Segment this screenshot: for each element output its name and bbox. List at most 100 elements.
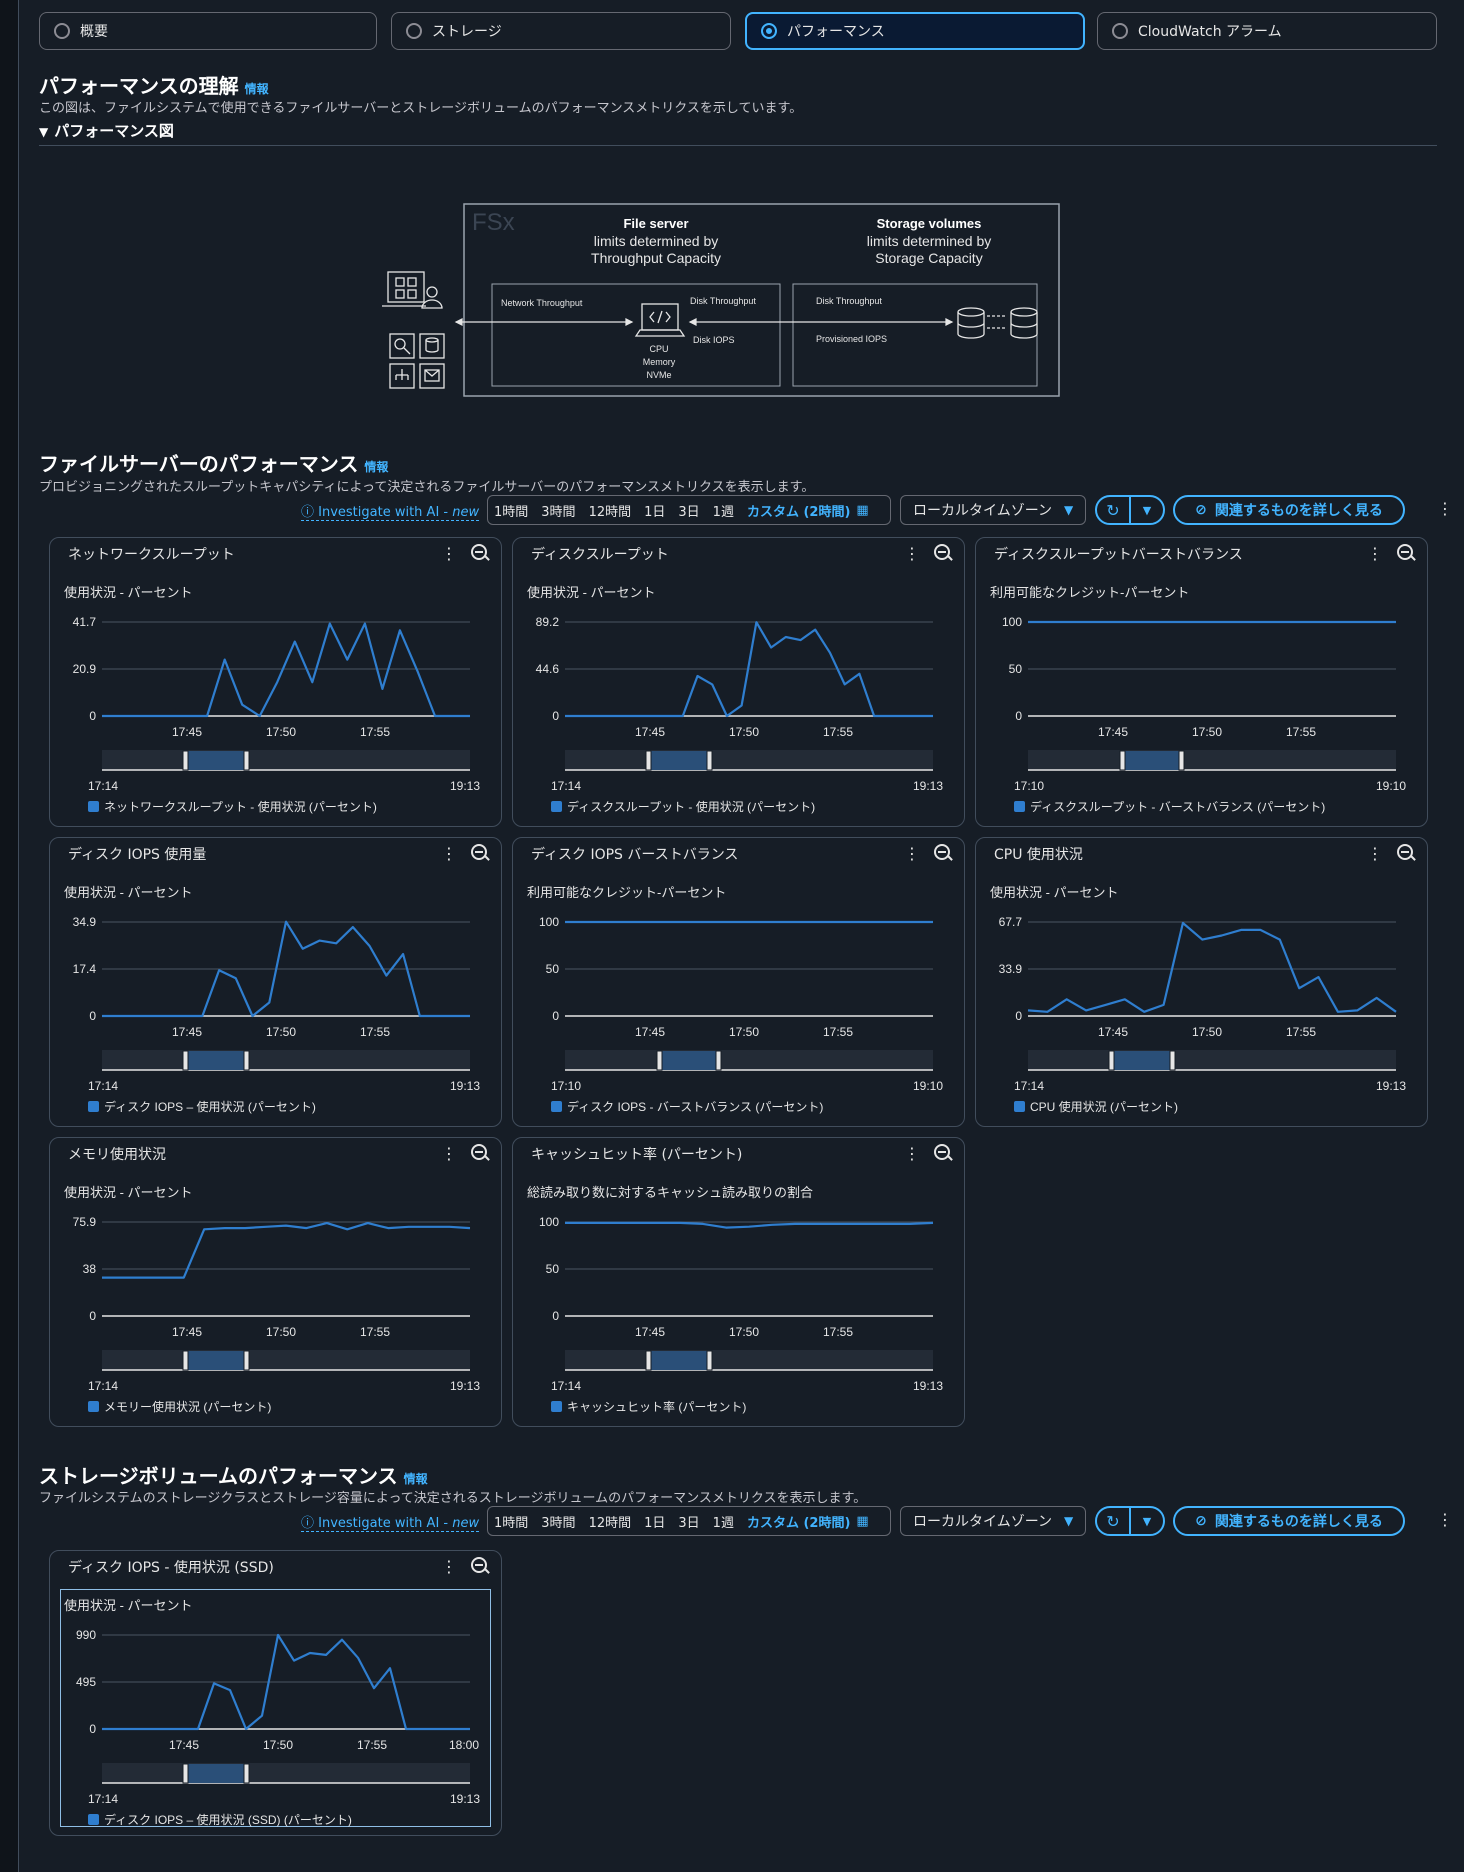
legend-label[interactable]: メモリー使用状況 (パーセント) [104, 1399, 271, 1414]
range-start-label: 17:14 [88, 1079, 118, 1093]
explore-related-button[interactable]: ⊘ 関連するものを詳しく見る [1173, 495, 1405, 525]
zoom-out-icon[interactable] [934, 1144, 950, 1160]
more-options-icon[interactable]: ⋮ [904, 1144, 920, 1163]
more-options-icon[interactable]: ⋮ [904, 844, 920, 863]
navigator-handle-right[interactable] [1169, 1050, 1176, 1071]
disk-iops-label: Disk IOPS [693, 335, 735, 345]
navigator-handle-left[interactable] [1108, 1050, 1115, 1071]
more-options-icon[interactable]: ⋮ [1437, 499, 1453, 518]
range-3h[interactable]: 3時間 [541, 1515, 576, 1531]
navigator-handle-right[interactable] [715, 1050, 722, 1071]
zoom-out-icon[interactable] [471, 1557, 487, 1573]
more-options-icon[interactable]: ⋮ [1437, 1510, 1453, 1529]
range-1h[interactable]: 1時間 [494, 1515, 529, 1531]
calendar-icon[interactable]: ▦ [856, 502, 869, 518]
range-1w[interactable]: 1週 [712, 1515, 734, 1531]
range-custom[interactable]: カスタム (2時間) [746, 504, 851, 520]
zoom-out-icon[interactable] [934, 544, 950, 560]
range-navigator [102, 750, 470, 770]
navigator-handle-left[interactable] [182, 750, 189, 771]
tab-performance[interactable]: パフォーマンス [745, 12, 1085, 50]
navigator-handle-left[interactable] [645, 1350, 652, 1371]
tab-storage[interactable]: ストレージ [391, 12, 731, 50]
more-options-icon[interactable]: ⋮ [441, 544, 457, 563]
range-custom[interactable]: カスタム (2時間) [746, 1515, 851, 1531]
refresh-options-caret-icon[interactable]: ▼ [1142, 1514, 1152, 1528]
legend-label[interactable]: ディスクスループット - 使用状況 (パーセント) [567, 799, 815, 814]
more-options-icon[interactable]: ⋮ [1367, 544, 1383, 563]
navigator-handle-left[interactable] [182, 1350, 189, 1371]
ai-label: Investigate with AI - [318, 1516, 453, 1531]
radio-icon [1112, 23, 1128, 39]
more-options-icon[interactable]: ⋮ [904, 544, 920, 563]
legend-label[interactable]: ディスク IOPS – 使用状況 (SSD) (パーセント) [104, 1812, 352, 1827]
refresh-options-caret-icon[interactable]: ▼ [1142, 503, 1152, 517]
range-1d[interactable]: 1日 [644, 1515, 666, 1531]
timezone-label: ローカルタイムゾーン [913, 1514, 1053, 1530]
timezone-select[interactable]: ローカルタイムゾーン ▼ [900, 495, 1086, 525]
range-3d[interactable]: 3日 [678, 1515, 700, 1531]
legend-swatch [551, 1101, 562, 1112]
range-1h[interactable]: 1時間 [494, 504, 529, 520]
calendar-icon[interactable]: ▦ [856, 1513, 869, 1529]
explore-related-button[interactable]: ⊘ 関連するものを詳しく見る [1173, 1506, 1405, 1536]
zoom-out-icon[interactable] [471, 1144, 487, 1160]
x-tick-label: 17:50 [263, 1738, 293, 1752]
range-navigator [565, 1350, 933, 1370]
info-circle-icon: ⓘ [301, 505, 319, 520]
info-link[interactable]: 情報 [364, 460, 389, 474]
legend-swatch [88, 1814, 99, 1825]
time-range-selector: 1時間 3時間 12時間 1日 3日 1週 カスタム (2時間) ▦ [487, 495, 891, 525]
navigator-handle-left[interactable] [1119, 750, 1126, 771]
navigator-handle-right[interactable] [706, 1350, 713, 1371]
tab-overview[interactable]: 概要 [39, 12, 377, 50]
investigate-ai-link[interactable]: ⓘ Investigate with AI - new [301, 1512, 480, 1532]
more-options-icon[interactable]: ⋮ [441, 1557, 457, 1576]
navigator-handle-left[interactable] [656, 1050, 663, 1071]
legend-label[interactable]: キャッシュヒット率 (パーセント) [567, 1399, 746, 1414]
legend-label[interactable]: ネットワークスループット - 使用状況 (パーセント) [104, 799, 377, 814]
legend-label[interactable]: CPU 使用状況 (パーセント) [1030, 1099, 1178, 1114]
info-link[interactable]: 情報 [244, 82, 269, 96]
range-3h[interactable]: 3時間 [541, 504, 576, 520]
zoom-out-icon[interactable] [1397, 844, 1413, 860]
navigator-handle-left[interactable] [645, 750, 652, 771]
range-3d[interactable]: 3日 [678, 504, 700, 520]
range-12h[interactable]: 12時間 [588, 504, 632, 520]
navigator-handle-right[interactable] [243, 1050, 250, 1071]
range-1w[interactable]: 1週 [712, 504, 734, 520]
zoom-out-icon[interactable] [1397, 544, 1413, 560]
x-tick-label: 17:55 [1286, 725, 1316, 739]
refresh-icon[interactable]: ↻ [1097, 497, 1131, 523]
x-tick-label: 17:55 [1286, 1025, 1316, 1039]
range-12h[interactable]: 12時間 [588, 1515, 632, 1531]
zoom-out-icon[interactable] [471, 844, 487, 860]
legend-label[interactable]: ディスク IOPS – 使用状況 (パーセント) [104, 1099, 316, 1114]
range-end-label: 19:13 [450, 1379, 480, 1393]
info-link[interactable]: 情報 [403, 1472, 428, 1486]
legend-swatch [551, 801, 562, 812]
navigator-handle-right[interactable] [1178, 750, 1185, 771]
performance-diagram-expander[interactable]: ▼ パフォーマンス図 [39, 120, 1437, 146]
navigator-handle-left[interactable] [182, 1050, 189, 1071]
more-options-icon[interactable]: ⋮ [441, 1144, 457, 1163]
refresh-icon[interactable]: ↻ [1097, 1508, 1131, 1534]
timezone-select[interactable]: ローカルタイムゾーン ▼ [900, 1506, 1086, 1536]
file-server-sub1: limits determined by [594, 233, 719, 249]
more-options-icon[interactable]: ⋮ [441, 844, 457, 863]
navigator-handle-right[interactable] [243, 750, 250, 771]
tab-cloudwatch-alarms[interactable]: CloudWatch アラーム [1097, 12, 1437, 50]
more-options-icon[interactable]: ⋮ [1367, 844, 1383, 863]
range-1d[interactable]: 1日 [644, 504, 666, 520]
zoom-out-icon[interactable] [471, 544, 487, 560]
navigator-handle-right[interactable] [243, 1350, 250, 1371]
zoom-out-icon[interactable] [934, 844, 950, 860]
investigate-ai-link[interactable]: ⓘ Investigate with AI - new [301, 501, 480, 521]
navigator-handle-left[interactable] [182, 1763, 189, 1784]
cpu-label: CPU [649, 344, 668, 354]
legend-label[interactable]: ディスクスループット - バーストバランス (パーセント) [1030, 799, 1325, 814]
compass-icon: ⊘ [1195, 502, 1207, 518]
navigator-handle-right[interactable] [243, 1763, 250, 1784]
legend-label[interactable]: ディスク IOPS - バーストバランス (パーセント) [567, 1099, 823, 1114]
navigator-handle-right[interactable] [706, 750, 713, 771]
